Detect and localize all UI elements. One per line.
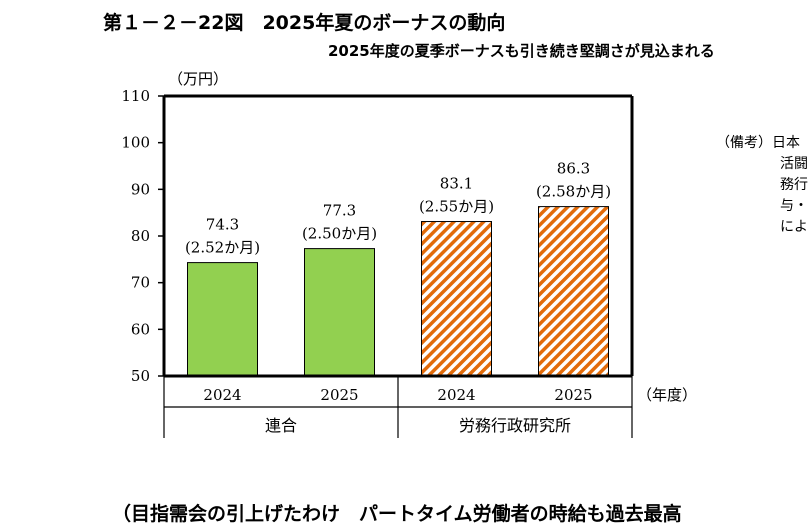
bar-value-label-1: 74.3 (206, 216, 239, 234)
bar-value-label-4: 86.3 (557, 160, 590, 178)
y-unit-label: （万円） (168, 70, 228, 88)
group-label-2: 労務行政研究所 (459, 416, 571, 435)
figure-title: 第１－２－22図 2025年夏のボーナスの動向 (103, 12, 506, 34)
bar-1 (187, 262, 258, 377)
group-label-1: 連合 (265, 416, 297, 435)
x-axis-unit-label: （年度） (637, 386, 697, 404)
y-tick-label-6: 100 (121, 134, 150, 152)
bar-months-label-4: (2.58か月) (536, 183, 611, 201)
bonus-bar-chart: 74.3 (2.52か月) 2024 77.3 (2.50か月) 2025 83.1 (2.5… (121, 70, 697, 438)
x-tick-label-1: 2024 (203, 386, 241, 404)
notes-line-5: によ (780, 219, 808, 235)
y-tick-label-3: 70 (131, 274, 150, 292)
notes-line-4: 与・ (780, 198, 808, 214)
y-tick-label-5: 90 (131, 180, 150, 198)
bar-4 (538, 206, 609, 377)
bar-months-label-1: (2.52か月) (185, 239, 260, 257)
notes-label: （備考） (716, 135, 772, 151)
notes-line-1: 日本 (772, 135, 800, 151)
x-tick-label-2: 2025 (320, 386, 358, 404)
x-tick-label-3: 2024 (437, 386, 475, 404)
bar-months-label-2: (2.50か月) (302, 225, 377, 243)
x-tick-label-4: 2025 (554, 386, 592, 404)
bar-3 (421, 221, 492, 377)
bar-value-label-3: 83.1 (440, 175, 473, 193)
notes-line-2: 活闘 (780, 156, 808, 172)
y-tick-label-7: 110 (121, 87, 150, 105)
y-tick-label-4: 80 (131, 227, 150, 245)
notes-block: （備考）日本 活闘 務行 与・ によ (716, 133, 808, 238)
bar-months-label-3: (2.55か月) (419, 198, 494, 216)
bar-2 (304, 248, 375, 377)
y-tick-label-2: 60 (131, 320, 150, 338)
y-tick-label-1: 50 (131, 367, 150, 385)
bar-value-label-2: 77.3 (323, 202, 356, 220)
figure-subtitle: 2025年度の夏季ボーナスも引き続き堅調さが見込まれる (328, 42, 715, 60)
notes-line-3: 務行 (780, 177, 808, 193)
